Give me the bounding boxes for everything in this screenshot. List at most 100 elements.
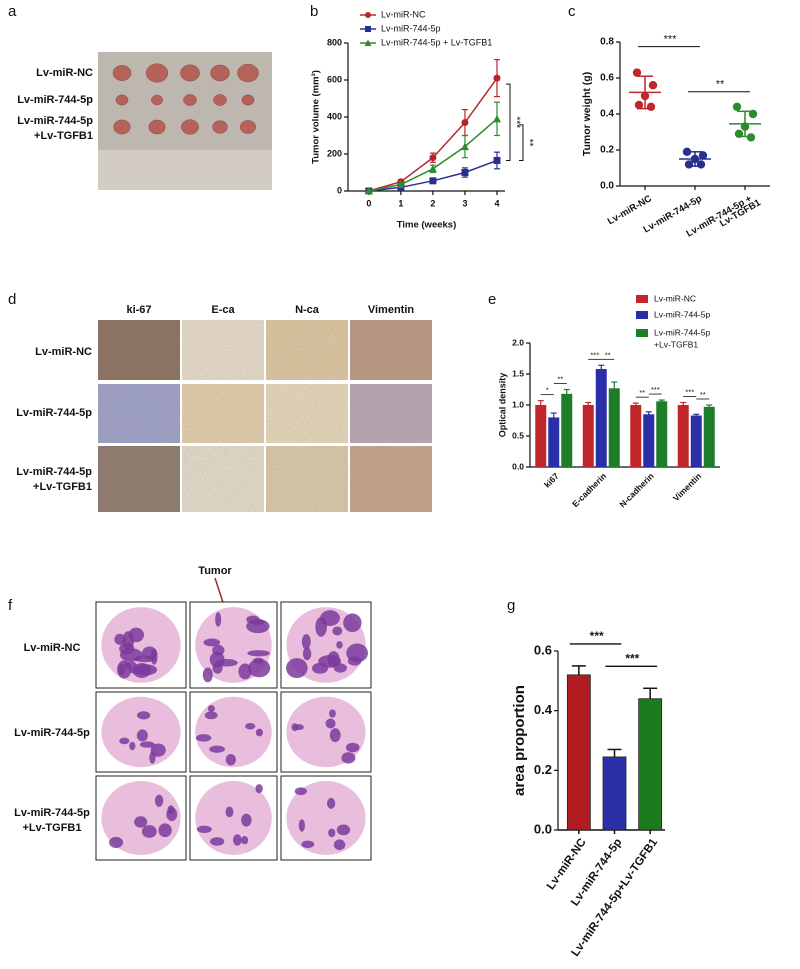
tumor-focus xyxy=(329,728,341,743)
legend-label: Lv-miR-744-5p + Lv-TGFB1 xyxy=(381,37,492,47)
bar xyxy=(677,405,689,467)
y-tick-label: 0 xyxy=(337,185,342,195)
tumor-focus xyxy=(212,662,223,674)
y-tick-label: 800 xyxy=(327,37,342,47)
row-label: Lv-miR-NC xyxy=(35,346,92,358)
significance-label: ** xyxy=(639,388,645,397)
point xyxy=(460,142,469,151)
legend-label: Lv-miR-NC xyxy=(381,9,426,19)
bar xyxy=(703,406,715,467)
bar xyxy=(643,414,655,467)
ihc-texture xyxy=(266,446,348,512)
lung-tissue xyxy=(195,781,272,855)
x-tick-label: E-cadherin xyxy=(570,471,608,509)
y-tick-label: 0.8 xyxy=(600,37,614,48)
ihc-texture xyxy=(350,320,432,380)
significance-label: *** xyxy=(664,34,678,46)
point xyxy=(648,81,658,90)
tumor-focus xyxy=(343,613,362,633)
panel-label: e xyxy=(488,291,496,308)
x-axis-label: Time (weeks) xyxy=(397,220,457,231)
point xyxy=(365,26,371,32)
y-tick-label: 0.4 xyxy=(600,109,614,120)
tumor-focus xyxy=(252,657,264,664)
row-label: Lv-miR-744-5p xyxy=(17,94,93,106)
tumor-focus xyxy=(302,647,312,661)
point xyxy=(698,151,708,160)
significance-bracket xyxy=(506,83,511,161)
tumor-focus xyxy=(255,728,264,737)
y-tick-label: 0.0 xyxy=(512,461,524,471)
x-tick-label: ki67 xyxy=(542,471,561,490)
tumor-focus xyxy=(119,737,130,745)
y-tick-label: 600 xyxy=(327,74,342,84)
point xyxy=(364,187,373,195)
tumor-focus xyxy=(203,638,221,647)
y-tick-label: 2.0 xyxy=(512,337,524,347)
y-tick-label: 0.2 xyxy=(534,762,552,777)
panel-label: g xyxy=(507,597,515,614)
legend-swatch xyxy=(636,329,648,337)
ihc-texture xyxy=(98,446,180,512)
ihc-texture xyxy=(182,384,264,443)
ihc-texture xyxy=(350,384,432,443)
ihc-texture xyxy=(182,446,264,512)
y-axis-label: area proportion xyxy=(511,685,528,796)
significance-label: ** xyxy=(716,79,725,91)
row-label: Lv-miR-NC xyxy=(24,642,81,654)
tumor-focus xyxy=(247,650,270,657)
tumor-focus xyxy=(196,825,212,834)
significance-label: *** xyxy=(685,388,694,397)
tumor-focus xyxy=(328,828,336,838)
tumor-focus xyxy=(137,711,151,720)
panel-label: c xyxy=(568,3,576,20)
ruler xyxy=(98,150,272,190)
tumor-focus xyxy=(154,794,164,807)
bar xyxy=(630,405,642,467)
point xyxy=(696,160,706,169)
tumor-focus xyxy=(149,751,156,764)
significance-bracket xyxy=(519,124,524,161)
tumor xyxy=(113,119,131,135)
significance-label: *** xyxy=(590,350,599,359)
row-label: Lv-miR-744-5p xyxy=(16,407,92,419)
tumor-focus xyxy=(333,839,346,851)
point xyxy=(364,39,372,46)
column-label: Vimentin xyxy=(368,304,415,316)
significance-label: ** xyxy=(523,139,534,147)
point xyxy=(746,133,756,142)
point xyxy=(365,12,371,18)
y-tick-label: 0.4 xyxy=(534,702,553,717)
y-tick-label: 400 xyxy=(327,111,342,121)
lung-tissue xyxy=(286,781,366,855)
tumor-focus xyxy=(119,648,143,662)
tumor xyxy=(212,120,228,134)
significance-label: * xyxy=(546,386,549,395)
ihc-texture xyxy=(98,384,180,443)
panel-label: d xyxy=(8,291,16,308)
x-tick-label: 1 xyxy=(398,198,403,208)
significance-label: *** xyxy=(625,651,639,665)
y-axis-label: Tumor weight (g) xyxy=(581,72,593,156)
ihc-texture xyxy=(266,320,348,380)
legend-label: Lv-miR-NC xyxy=(654,293,696,303)
tumor-focus xyxy=(207,705,215,712)
point xyxy=(492,114,501,123)
column-label: N-ca xyxy=(295,304,320,316)
tumor-focus xyxy=(291,723,299,732)
bar xyxy=(638,698,663,831)
tumor-focus xyxy=(301,840,315,849)
tumor xyxy=(240,120,256,134)
tumor-focus xyxy=(204,711,218,720)
ihc-texture xyxy=(182,320,264,380)
tumor-focus xyxy=(332,626,343,636)
y-tick-label: 0.2 xyxy=(600,145,614,156)
annotation: Tumor xyxy=(198,565,232,577)
row-label: Lv-miR-744-5p xyxy=(17,115,93,127)
row-label: Lv-miR-744-5p xyxy=(16,466,92,478)
tumor-focus xyxy=(315,616,327,637)
tumor-focus xyxy=(141,646,158,660)
significance-label: *** xyxy=(590,629,604,643)
x-tick-label: Vimentin xyxy=(671,471,703,503)
row-label: Lv-miR-NC xyxy=(36,67,93,79)
